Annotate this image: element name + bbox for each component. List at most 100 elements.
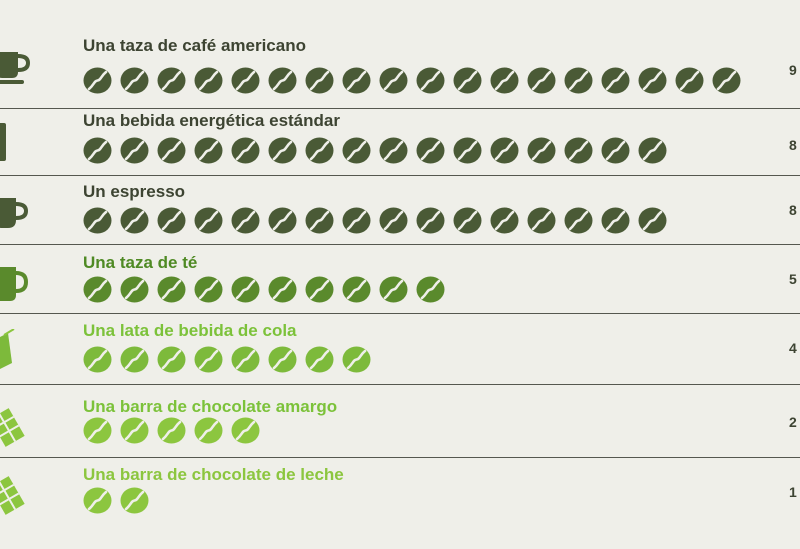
coffee-bean-icon: [601, 207, 630, 234]
coffee-bean-icon: [675, 67, 704, 94]
milk-chocolate-bar-icon: [0, 476, 25, 515]
coffee-bean-icon: [157, 137, 186, 164]
coffee-bean-icon: [120, 137, 149, 164]
coffee-bean-icon: [231, 207, 260, 234]
coffee-bean-icon: [490, 137, 519, 164]
coffee-bean-icon: [305, 67, 334, 94]
value-label: 8: [789, 137, 797, 153]
coffee-bean-icon: [527, 67, 556, 94]
coffee-bean-icon: [638, 137, 667, 164]
coffee-bean-icon: [342, 67, 371, 94]
category-label: Una taza de café americano: [83, 36, 306, 55]
coffee-bean-icon: [379, 207, 408, 234]
coffee-bean-icon: [564, 207, 593, 234]
coffee-bean-icon: [83, 276, 112, 303]
coffee-bean-icon: [305, 276, 334, 303]
coffee-bean-icon: [379, 276, 408, 303]
coffee-bean-icon: [379, 67, 408, 94]
coffee-bean-icon: [83, 137, 112, 164]
coffee-bean-icon: [231, 276, 260, 303]
value-label: 4: [789, 340, 797, 356]
row-divider: [0, 244, 800, 245]
coffee-bean-icon: [194, 417, 223, 444]
tea-mug-icon: [0, 267, 29, 301]
row-divider: [0, 457, 800, 458]
coffee-bean-icon: [416, 207, 445, 234]
coffee-bean-icon: [157, 207, 186, 234]
row-divider: [0, 175, 800, 176]
energy-drink-can-icon: [0, 123, 6, 161]
dark-chocolate-bar-icon: [0, 408, 25, 447]
coffee-bean-icon: [268, 346, 297, 373]
coffee-bean-icon: [601, 137, 630, 164]
coffee-bean-icon: [268, 137, 297, 164]
value-label: 8: [789, 202, 797, 218]
coffee-bean-icon: [305, 207, 334, 234]
coffee-bean-icon: [342, 276, 371, 303]
coffee-bean-icon: [83, 67, 112, 94]
coffee-bean-icon: [120, 67, 149, 94]
coffee-bean-icon: [194, 207, 223, 234]
coffee-bean-icon: [490, 207, 519, 234]
coffee-bean-icon: [231, 67, 260, 94]
coffee-bean-icon: [120, 207, 149, 234]
coffee-bean-icon: [83, 487, 112, 514]
coffee-bean-icon: [157, 276, 186, 303]
coffee-bean-icon: [157, 67, 186, 94]
row-divider: [0, 384, 800, 385]
coffee-bean-icon: [194, 276, 223, 303]
category-label: Una barra de chocolate de leche: [83, 465, 344, 484]
coffee-bean-icon: [194, 67, 223, 94]
value-label: 2: [789, 414, 797, 430]
coffee-bean-icon: [564, 67, 593, 94]
coffee-bean-icon: [564, 137, 593, 164]
coffee-bean-icon: [268, 276, 297, 303]
value-label: 1: [789, 484, 797, 500]
coffee-bean-icon: [157, 417, 186, 444]
coffee-bean-icon: [712, 67, 741, 94]
coffee-bean-icon: [305, 346, 334, 373]
coffee-bean-icon: [120, 346, 149, 373]
coffee-bean-icon: [416, 67, 445, 94]
cola-can-icon: [0, 329, 15, 369]
coffee-bean-icon: [120, 276, 149, 303]
coffee-bean-icon: [83, 207, 112, 234]
category-label: Una lata de bebida de cola: [83, 321, 297, 340]
coffee-bean-icon: [305, 137, 334, 164]
coffee-bean-icon: [342, 137, 371, 164]
coffee-bean-icon: [268, 67, 297, 94]
coffee-bean-icon: [231, 346, 260, 373]
coffee-bean-icon: [601, 67, 630, 94]
coffee-bean-icon: [157, 346, 186, 373]
coffee-bean-icon: [527, 207, 556, 234]
coffee-bean-icon: [342, 207, 371, 234]
coffee-bean-icon: [416, 276, 445, 303]
category-label: Un espresso: [83, 182, 186, 201]
row-divider: [0, 313, 800, 314]
category-label: Una taza de té: [83, 253, 198, 272]
coffee-bean-icon: [638, 207, 667, 234]
coffee-bean-icon: [231, 137, 260, 164]
coffee-bean-icon: [231, 417, 260, 444]
value-label: 5: [789, 271, 797, 287]
coffee-bean-icon: [194, 137, 223, 164]
cup-and-saucer-icon: [0, 52, 31, 84]
value-label: 9: [789, 62, 797, 78]
category-label: Una barra de chocolate amargo: [83, 397, 338, 416]
coffee-bean-icon: [527, 137, 556, 164]
category-label: Una bebida energética estándar: [83, 111, 340, 130]
coffee-bean-icon: [379, 137, 408, 164]
coffee-bean-icon: [194, 346, 223, 373]
coffee-bean-icon: [342, 346, 371, 373]
coffee-bean-icon: [453, 137, 482, 164]
coffee-bean-icon: [268, 207, 297, 234]
coffee-bean-icon: [638, 67, 667, 94]
espresso-cup-icon: [0, 198, 29, 228]
coffee-bean-icon: [83, 417, 112, 444]
coffee-bean-icon: [416, 137, 445, 164]
coffee-bean-icon: [120, 487, 149, 514]
coffee-bean-icon: [453, 207, 482, 234]
row-divider: [0, 108, 800, 109]
coffee-bean-icon: [453, 67, 482, 94]
coffee-bean-icon: [490, 67, 519, 94]
